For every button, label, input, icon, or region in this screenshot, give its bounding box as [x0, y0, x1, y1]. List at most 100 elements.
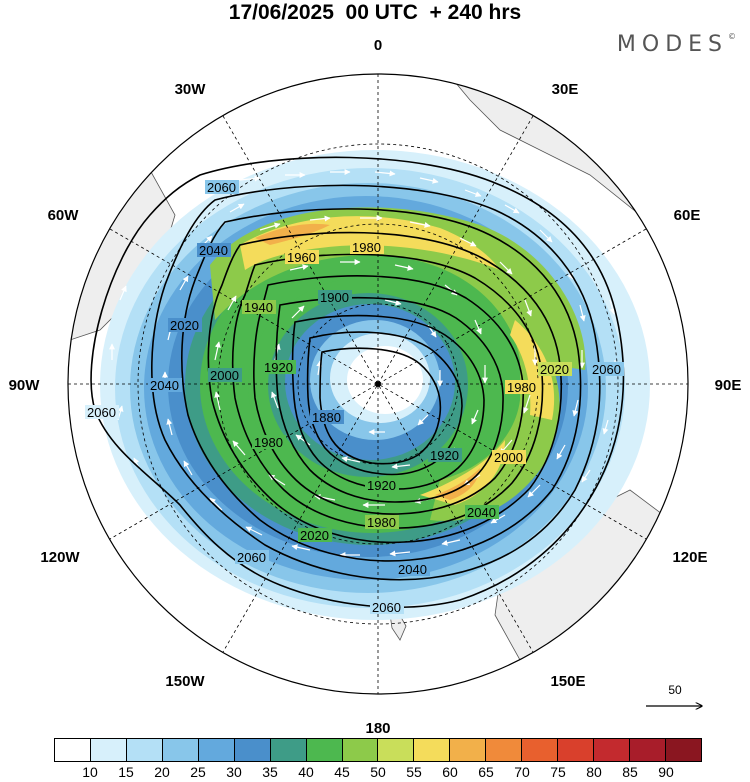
height-contours [90, 156, 625, 608]
contour-1980 [231, 253, 544, 529]
map-disk: 2060 2060 2060 2060 2060 2040 2040 2040 … [68, 74, 688, 694]
contour-label-1880: 1880 [312, 410, 341, 425]
colorbar-cell [198, 739, 235, 761]
wind-arrow [166, 418, 173, 436]
contour-label-2000: 2000 [210, 368, 239, 383]
wind-arrow [119, 285, 127, 301]
colorbar-cell [90, 739, 127, 761]
polar-map: 2060 2060 2060 2060 2060 2040 2040 2040 … [9, 37, 742, 735]
wind-arrow [504, 204, 520, 214]
wind-arrow [179, 275, 189, 291]
lon-label-30e: 30E [552, 81, 579, 98]
colorbar-tick-label: 15 [118, 764, 134, 780]
contour-2020 [181, 208, 582, 562]
colorbar-tick-label: 85 [622, 764, 638, 780]
wind-arrow [316, 360, 323, 376]
contour-label-bg [252, 435, 286, 449]
wind-arrow [499, 261, 513, 275]
wind-arrow [417, 414, 429, 426]
contour-label-bg [285, 250, 319, 264]
copyright-mark: © [728, 32, 736, 41]
contour-label-bg [168, 318, 202, 332]
wind-arrow [245, 526, 263, 536]
contour-1940 [275, 296, 504, 503]
lon-label-150e: 150E [550, 673, 585, 690]
colorbar-tick-label: 50 [370, 764, 386, 780]
latitude-circle-3 [137, 143, 619, 625]
colorbar-tick-label: 55 [406, 764, 422, 780]
colorbar-tick-label: 40 [298, 764, 314, 780]
wind-arrow [609, 299, 616, 315]
contour-label-bg [242, 300, 276, 314]
colorbar-cell [55, 739, 91, 761]
contour-label-bg [590, 362, 624, 376]
colorbar-tick-label: 60 [442, 764, 458, 780]
contour-label-2040-southeast: 2040 [467, 505, 496, 520]
wind-arrow [183, 460, 193, 476]
contour-label-bg [205, 180, 239, 194]
wind-arrow [522, 394, 531, 414]
contour-label-1920: 1920 [264, 360, 293, 375]
colorbar-tick-label: 45 [334, 764, 350, 780]
wind-arrow [409, 221, 431, 228]
contour-1920 [291, 314, 485, 490]
contour-label-1920-southeast: 1920 [430, 448, 459, 463]
colorbar-tick-label: 10 [82, 764, 98, 780]
colorbar-cell [665, 739, 701, 761]
contour-label-bg [197, 243, 231, 257]
contour-2040 [151, 184, 601, 581]
colorbar [54, 738, 702, 762]
lon-label-60w: 60W [48, 207, 80, 224]
contour-label-bg [208, 368, 242, 382]
reference-vector-label: 50 [668, 683, 682, 697]
contour-label-bg [365, 515, 399, 529]
contour-label-bg [85, 405, 119, 419]
contour-label-1920-south: 1920 [367, 478, 396, 493]
contour-label-bg [310, 410, 344, 424]
colorbar-cell [306, 739, 343, 761]
wind-arrow [227, 295, 237, 311]
wind-arrow [527, 484, 541, 498]
wind-arrow [464, 189, 482, 197]
meridian-60e-120w [109, 228, 647, 540]
colorbar-cell [234, 739, 271, 761]
wind-arrow [291, 305, 305, 319]
colorbar-cell [162, 739, 199, 761]
lon-label-60e: 60E [674, 207, 701, 224]
contour-label-bg [505, 380, 539, 394]
contour-label-1900: 1900 [320, 290, 349, 305]
colorbar-tick-label: 75 [550, 764, 566, 780]
contour-label-bg [235, 550, 269, 564]
contour-label-bg [148, 378, 182, 392]
wind-arrow [556, 444, 566, 460]
contour-label-2060-south: 2060 [372, 600, 401, 615]
wind-arrow [214, 341, 221, 361]
wind-arrow [341, 456, 361, 463]
wind-arrow [229, 203, 245, 213]
colorbar-tick-label: 20 [154, 764, 170, 780]
contour-label-1980-southwest: 1980 [254, 435, 283, 450]
contour-label-1980: 1980 [352, 240, 381, 255]
wind-arrow [309, 215, 331, 222]
contour-label-2000-southeast: 2000 [494, 450, 523, 465]
contour-label-bg [370, 600, 404, 614]
contour-labels: 2060 2060 2060 2060 2060 2040 2040 2040 … [85, 180, 624, 615]
contour-label-bg [318, 290, 352, 304]
wind-arrow [602, 419, 609, 435]
shading-band-60-southeast [435, 468, 480, 500]
shading-band-55-southeast [420, 440, 505, 505]
contour-label-2040-northwest: 2040 [199, 243, 228, 258]
colorbar-cell [486, 739, 523, 761]
colorbar-tick-label: 90 [658, 764, 674, 780]
wind-arrow [419, 177, 439, 184]
colorbar-cell [450, 739, 487, 761]
wind-arrow [581, 469, 591, 483]
map-boundary [67, 73, 689, 695]
contour-label-bg [465, 505, 499, 519]
wind-arrow [289, 264, 309, 271]
contour-label-2020-south: 2020 [300, 528, 329, 543]
wind-arrow [295, 434, 311, 446]
contour-1880 [319, 347, 442, 465]
wind-arrow [474, 319, 482, 335]
brand-name: MODES [616, 32, 728, 57]
